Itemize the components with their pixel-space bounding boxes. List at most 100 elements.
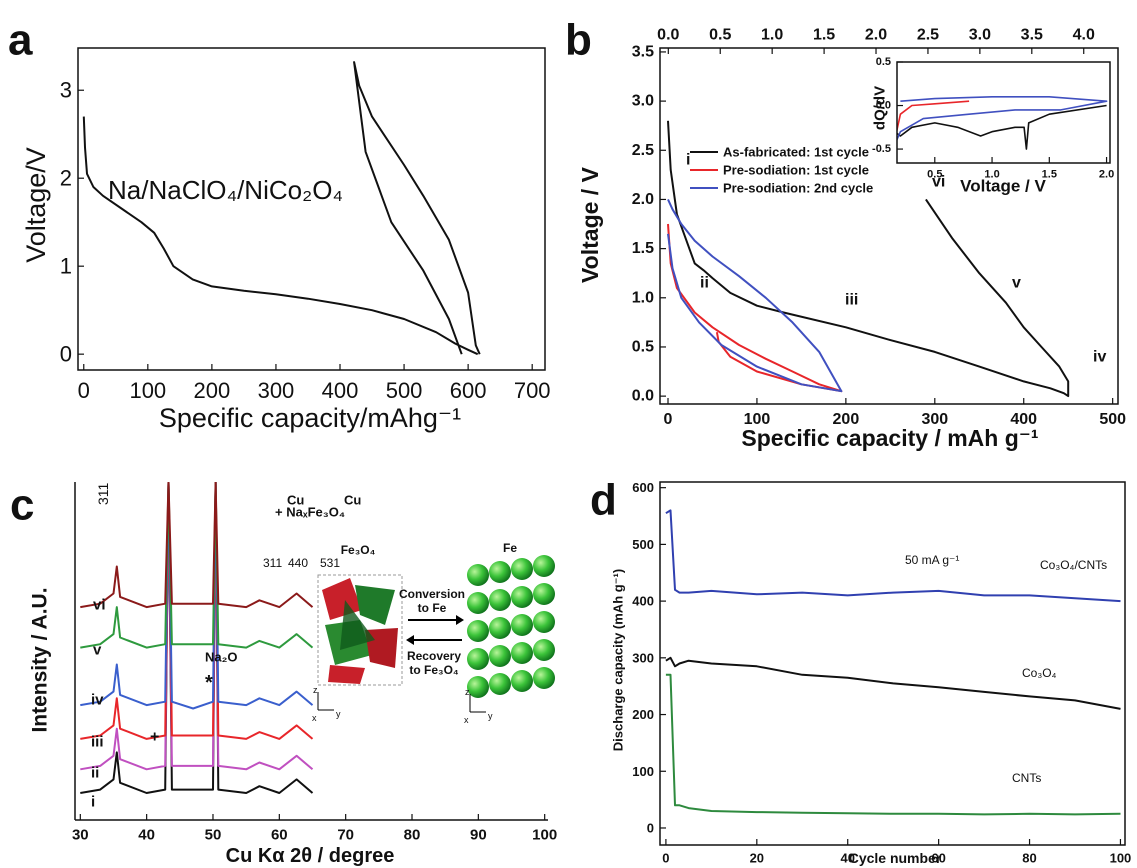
y-axis-label: Voltage / V: [577, 166, 603, 283]
y-tick-label: 100: [632, 764, 654, 779]
atom: [511, 586, 533, 608]
x-tick-label: 100: [744, 411, 771, 428]
x-axis-label: Voltage / V: [960, 177, 1046, 196]
x-tick-label: 100: [532, 826, 557, 843]
legend-label: As-fabricated: 1st cycle: [723, 145, 869, 160]
annotation: iii: [845, 292, 858, 309]
data-line: [667, 198, 843, 393]
x-tick-label: 400: [1010, 411, 1037, 428]
annotation: iv: [91, 692, 104, 709]
atom: [467, 620, 489, 642]
annotation: *: [205, 672, 213, 694]
y-tick-label: 0.0: [632, 388, 654, 405]
x-axis-label: Specific capacity / mAh g⁻¹: [741, 425, 1038, 451]
data-line: [897, 100, 970, 134]
axis-letter: x: [464, 715, 469, 725]
atom: [511, 642, 533, 664]
atom: [533, 583, 555, 605]
y-tick-label: 3: [60, 78, 72, 103]
arrow-label: Conversion: [399, 587, 465, 601]
panel-label: a: [8, 16, 33, 65]
data-line: [667, 120, 1070, 398]
x-tick-label: 1.0: [984, 168, 999, 180]
plot-area: [80, 482, 314, 794]
annotation: Cu: [344, 493, 361, 508]
legend-label: Pre-sodiation: 2nd cycle: [723, 181, 873, 196]
annotation: Co₃O₄: [1022, 666, 1057, 680]
y-tick-label: 0: [647, 820, 654, 835]
annotation: CNTs: [1012, 771, 1041, 785]
x-tick-label: 80: [404, 826, 421, 843]
x-tick-label: 200: [833, 411, 860, 428]
x2-tick-label: 1.0: [761, 27, 783, 44]
y-tick-label: 3.0: [632, 93, 654, 110]
annotation: 50 mA g⁻¹: [905, 553, 959, 567]
inset-background: [897, 62, 1110, 163]
atom: [511, 614, 533, 636]
data-line: [80, 482, 314, 771]
x-axis-label: Cu Kα 2θ / degree: [226, 845, 395, 867]
crystal-diagram: Fe₃O₄ Fe Conversion to Fe Recovery to Fe…: [312, 541, 555, 725]
atom: [489, 645, 511, 667]
x2-tick-label: 2.0: [865, 27, 887, 44]
annotation: 311: [263, 556, 282, 570]
x-tick-label: 30: [72, 826, 89, 843]
tetrahedron: [340, 600, 375, 650]
annotation: v: [1012, 275, 1021, 292]
x-tick-label: 700: [514, 378, 551, 403]
annotation: vi: [932, 174, 945, 191]
panel: 0.5 1.0 1.5 2.0 -0.5 0.0 0.5 Voltage / V dQ/dV: [872, 56, 1115, 196]
annotation: 531: [320, 556, 340, 570]
atom: [489, 589, 511, 611]
atom: [467, 592, 489, 614]
arrow-head: [406, 635, 414, 645]
y-tick-label: 300: [632, 650, 654, 665]
data-line: [897, 96, 1108, 142]
annotation: +: [150, 729, 159, 746]
y-tick-label: 0.5: [632, 338, 654, 355]
y-tick-label: 2: [60, 166, 72, 191]
y-tick-label: 2.5: [632, 142, 654, 159]
panel: 30 40 50 60 70 80 90 100 Cu Kα 2θ / degree Intens…: [10, 481, 557, 868]
x2-tick-label: 2.5: [917, 27, 939, 44]
y-tick-label: 2.0: [632, 191, 654, 208]
plot-area: [897, 96, 1108, 150]
x-tick-label: 0: [78, 378, 90, 403]
data-line: [80, 482, 314, 740]
y-tick-label: 600: [632, 480, 654, 495]
y-axis-label: Discharge capacity (mAh g⁻¹): [611, 569, 626, 751]
panel: 0 100 200 300 400 500 0.0 0.5 1.0 1.5 2.0 2.5 3.0 3.5…: [565, 16, 1126, 452]
plot-frame: [659, 47, 1119, 405]
annotation: Na₂O: [205, 650, 238, 665]
x-axis-label: Cycle number: [849, 850, 942, 866]
x-tick-label: 50: [205, 826, 222, 843]
data-line: [82, 116, 479, 356]
arrow-label: Recovery: [407, 649, 461, 663]
atom: [467, 564, 489, 586]
data-line: [665, 673, 1121, 816]
x-tick-label: 80: [1022, 851, 1036, 866]
plot-area: [665, 509, 1121, 816]
x-tick-label: 300: [258, 378, 295, 403]
legend-label: Pre-sodiation: 1st cycle: [723, 163, 869, 178]
x-tick-label: 400: [322, 378, 359, 403]
x-tick-label: 40: [138, 826, 155, 843]
axis-letter: x: [312, 713, 317, 723]
annotation: Co₃O₄/CNTs: [1040, 558, 1107, 572]
y-axis-label: dQ/dV: [872, 86, 889, 130]
x-tick-label: 1.5: [1042, 168, 1057, 180]
data-line: [80, 482, 314, 710]
x-tick-label: 100: [1110, 851, 1132, 866]
tetrahedron: [355, 585, 395, 625]
atom: [533, 667, 555, 689]
data-line: [665, 656, 1121, 710]
x-tick-label: 40: [840, 851, 854, 866]
annotation: ii: [700, 275, 709, 292]
axis-letter: z: [465, 687, 470, 697]
x-tick-label: 90: [470, 826, 487, 843]
x2-tick-label: 3.5: [1021, 27, 1043, 44]
plot-area: [82, 61, 481, 356]
atom: [511, 670, 533, 692]
data-line: [80, 482, 314, 794]
data-line: [80, 482, 314, 609]
